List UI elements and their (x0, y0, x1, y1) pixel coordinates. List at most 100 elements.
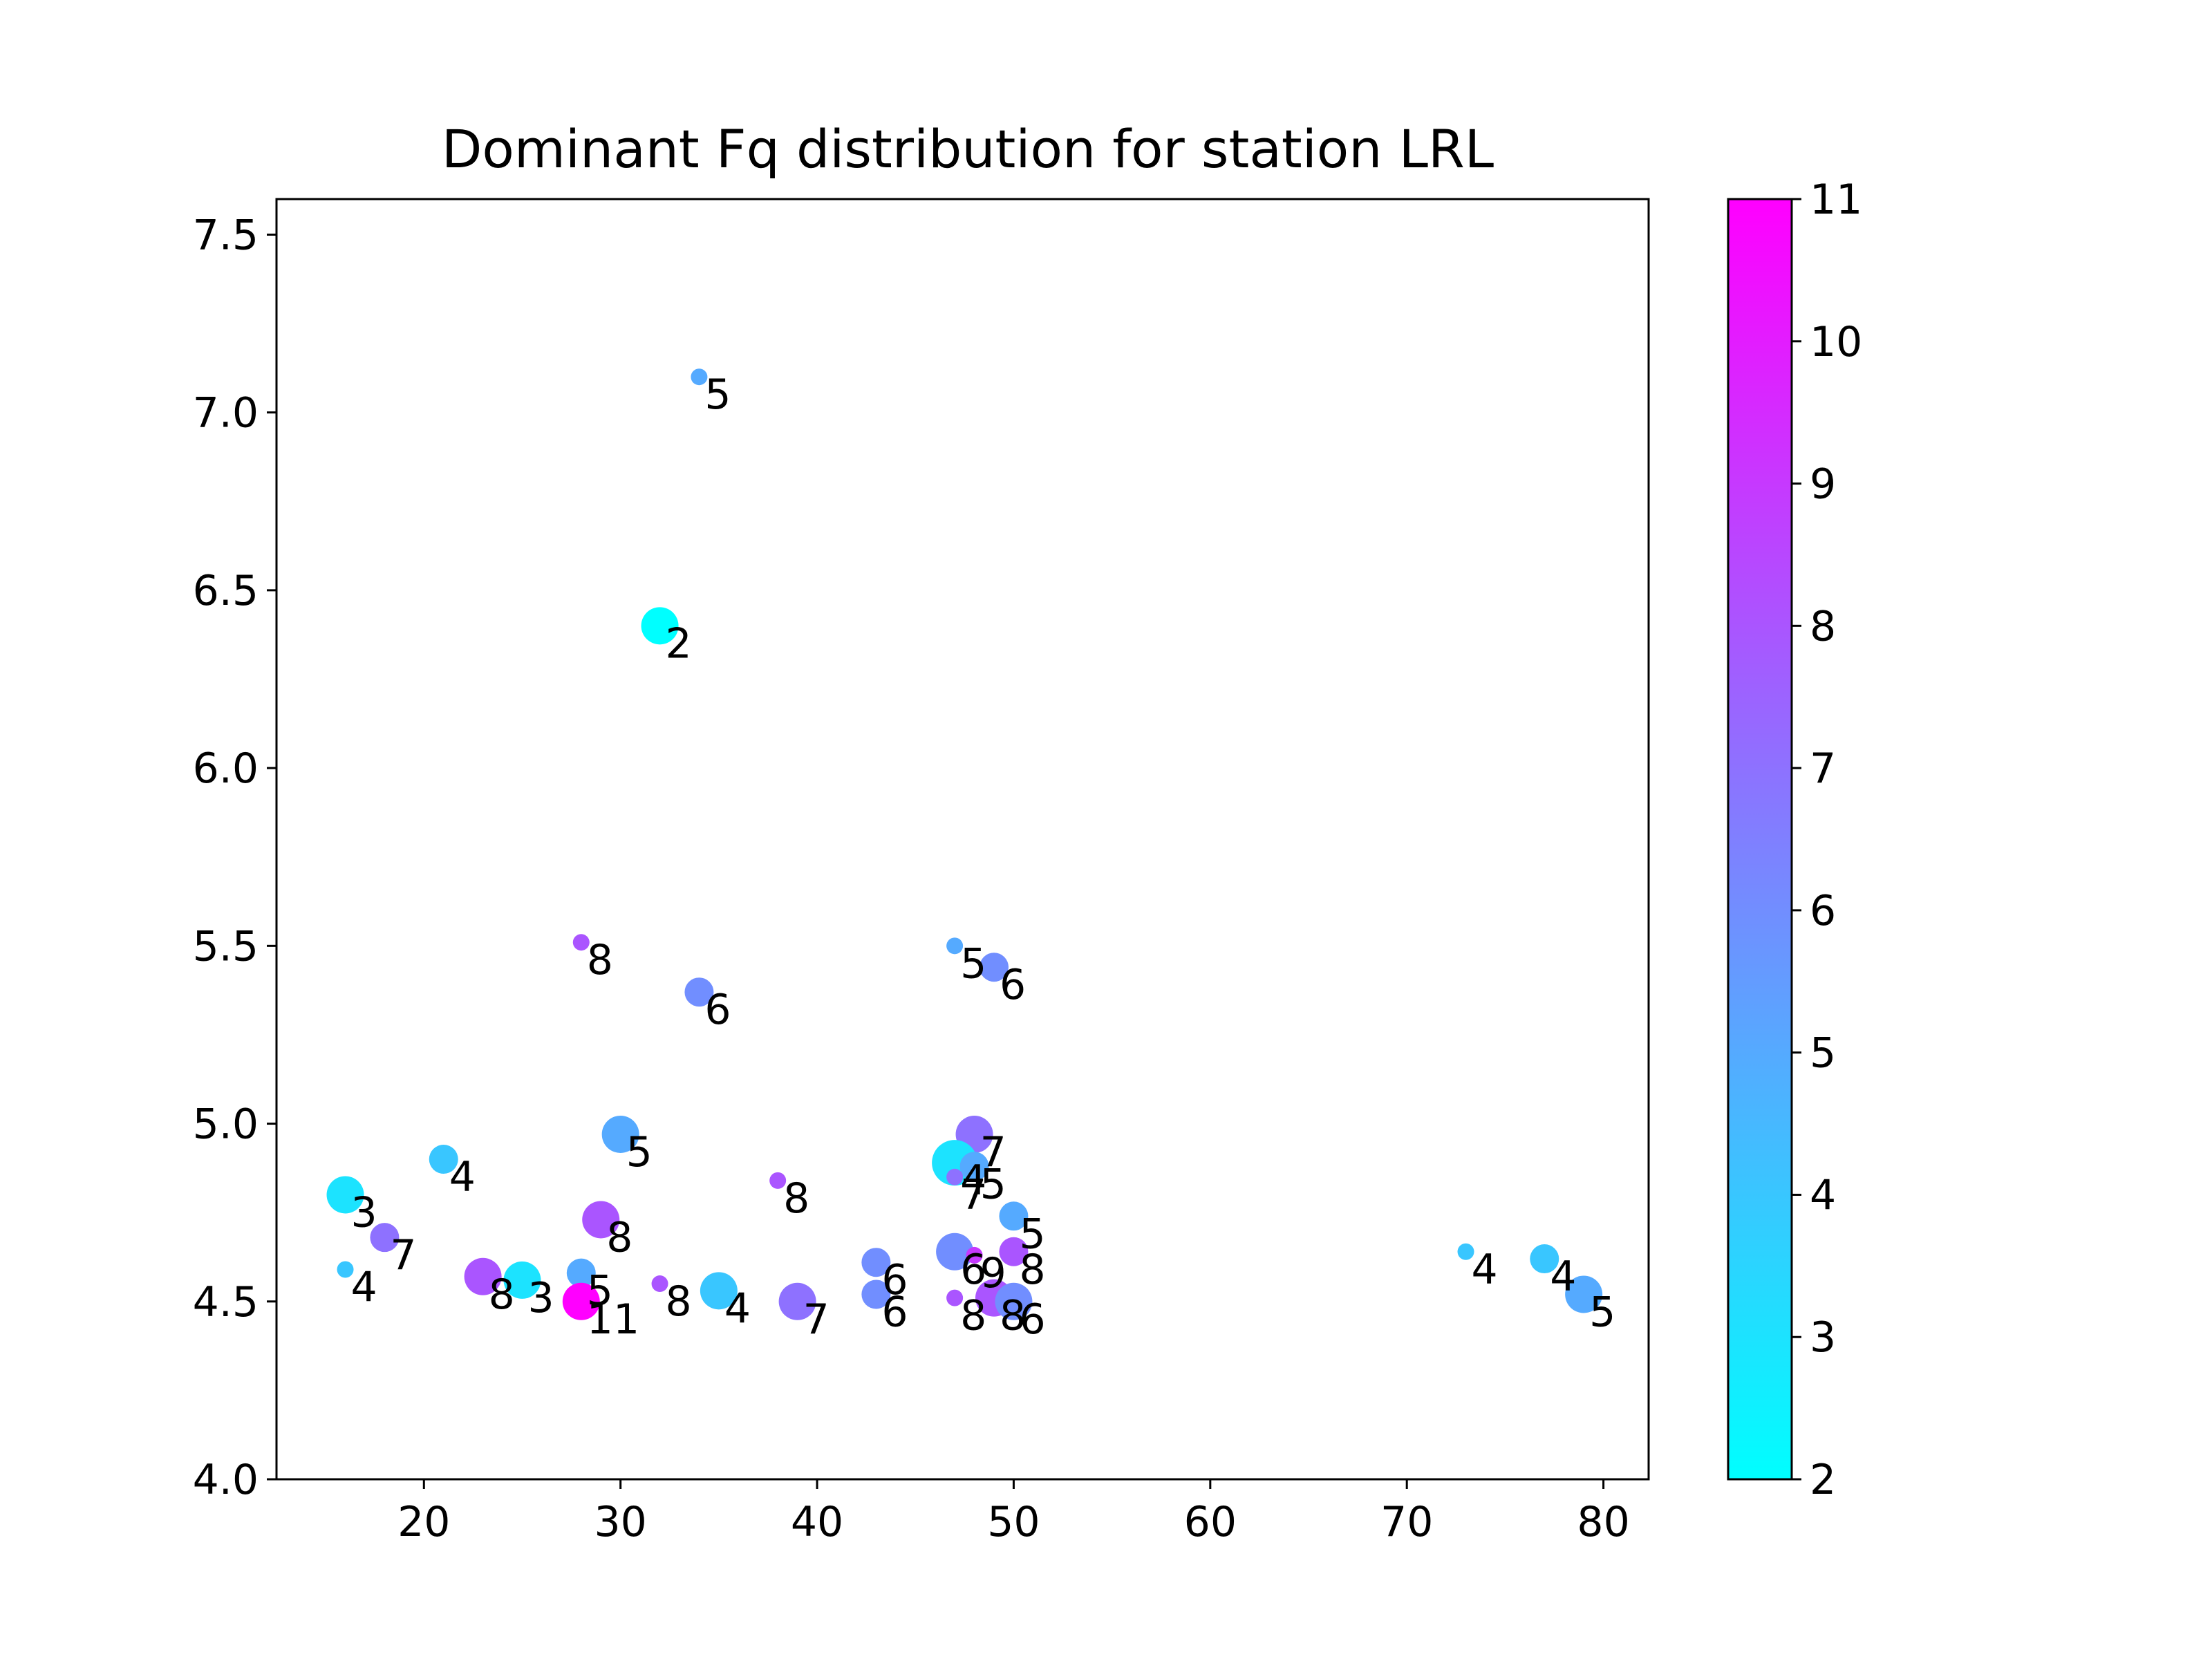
point-label: 2 (666, 619, 692, 668)
point-label: 6 (704, 986, 731, 1034)
colorbar-tick-label: 8 (1810, 602, 1836, 650)
point-label: 5 (626, 1128, 653, 1177)
data-point (700, 1272, 738, 1310)
data-point (999, 1237, 1029, 1266)
y-tick-label: 6.5 (193, 567, 259, 615)
data-point (946, 1289, 964, 1306)
data-point (946, 1168, 964, 1185)
data-point (429, 1145, 458, 1174)
point-label: 11 (587, 1295, 639, 1344)
x-tick-label: 20 (397, 1498, 450, 1546)
colorbar-tick-label: 9 (1810, 460, 1836, 509)
point-label: 8 (489, 1271, 515, 1319)
x-tick-label: 40 (791, 1498, 843, 1546)
data-point (980, 953, 1009, 982)
data-point (370, 1223, 400, 1253)
plot-area-frame (275, 198, 1650, 1481)
data-point (936, 1232, 974, 1271)
y-tick-label: 4.5 (193, 1278, 259, 1327)
point-label: 8 (960, 1292, 986, 1340)
data-point (946, 937, 964, 955)
point-label: 6 (1019, 1295, 1045, 1344)
data-point (464, 1257, 502, 1295)
point-label: 8 (783, 1174, 809, 1223)
point-label: 5 (1019, 1210, 1045, 1258)
data-point (861, 1248, 891, 1277)
point-label: 7 (390, 1231, 416, 1280)
y-tick-label: 7.0 (193, 389, 259, 438)
point-label: 3 (527, 1274, 554, 1322)
data-point (1565, 1275, 1603, 1313)
point-label: 8 (1000, 1292, 1026, 1340)
x-tick-label: 80 (1577, 1498, 1629, 1546)
colorbar-axis: 2 3 4 5 6 7 8 9 10 11 (1792, 176, 1862, 1504)
y-axis: 4.0 4.5 5.0 5.5 6.0 6.5 7.0 7.5 (193, 211, 276, 1504)
data-point (326, 1176, 364, 1214)
colorbar-tick-label: 11 (1810, 176, 1862, 224)
colorbar-tick-label: 4 (1810, 1171, 1836, 1219)
point-label: 5 (704, 371, 731, 419)
data-point (1457, 1243, 1474, 1260)
y-tick-label: 6.0 (193, 744, 259, 793)
point-label: 8 (1019, 1246, 1045, 1294)
plot-points (326, 368, 1603, 1320)
point-label: 6 (881, 1256, 908, 1304)
point-label: 3 (351, 1188, 377, 1237)
data-point (966, 1246, 983, 1264)
y-tick-label: 7.5 (193, 211, 259, 259)
point-label: 4 (1472, 1246, 1498, 1294)
colorbar-tick-label: 2 (1810, 1456, 1836, 1504)
y-tick-label: 5.5 (193, 922, 259, 971)
data-point (641, 607, 679, 645)
point-label: 6 (881, 1288, 908, 1336)
data-point (503, 1261, 541, 1299)
x-tick-label: 70 (1380, 1498, 1433, 1546)
data-point (691, 368, 708, 386)
data-point (1530, 1244, 1559, 1274)
point-label: 6 (960, 1246, 986, 1294)
point-label: 4 (960, 1156, 986, 1205)
x-tick-label: 50 (987, 1498, 1040, 1546)
colorbar-tick-label: 10 (1810, 318, 1862, 366)
x-tick-label: 60 (1184, 1498, 1237, 1546)
data-point (566, 1258, 596, 1288)
data-point (337, 1261, 354, 1278)
data-point (959, 1152, 989, 1181)
point-label: 8 (666, 1277, 692, 1326)
point-label: 4 (449, 1153, 476, 1201)
y-tick-label: 4.0 (193, 1456, 259, 1504)
point-label: 6 (1000, 961, 1026, 1009)
data-point (582, 1201, 620, 1239)
data-point (651, 1275, 668, 1293)
data-point (769, 1172, 787, 1189)
point-label: 5 (960, 939, 986, 988)
point-label: 4 (724, 1284, 751, 1333)
colorbar-tick-label: 7 (1810, 744, 1836, 793)
point-label: 7 (960, 1171, 986, 1219)
x-tick-label: 30 (594, 1498, 646, 1546)
point-label: 8 (606, 1213, 632, 1262)
point-label: 9 (980, 1249, 1006, 1297)
colorbar (1727, 198, 1793, 1481)
y-tick-label: 5.0 (193, 1100, 259, 1149)
chart-title: Dominant Fq distribution for station LRL (442, 118, 1494, 180)
point-label: 4 (351, 1263, 377, 1311)
colorbar-tick-label: 5 (1810, 1029, 1836, 1078)
point-label: 5 (980, 1160, 1006, 1208)
data-point (562, 1282, 600, 1320)
point-label: 7 (980, 1128, 1006, 1177)
data-point (572, 934, 590, 951)
point-label: 7 (803, 1295, 830, 1344)
point-label: 4 (1550, 1253, 1576, 1301)
point-label: 5 (587, 1267, 613, 1315)
data-point (999, 1201, 1029, 1231)
data-point (995, 1282, 1033, 1320)
data-point (861, 1280, 891, 1309)
colorbar-tick-label: 3 (1810, 1313, 1836, 1362)
x-axis: 20 30 40 50 60 70 80 (397, 1479, 1630, 1546)
point-label: 5 (1589, 1288, 1615, 1336)
colorbar-tick-label: 6 (1810, 887, 1836, 935)
data-point (684, 977, 714, 1007)
